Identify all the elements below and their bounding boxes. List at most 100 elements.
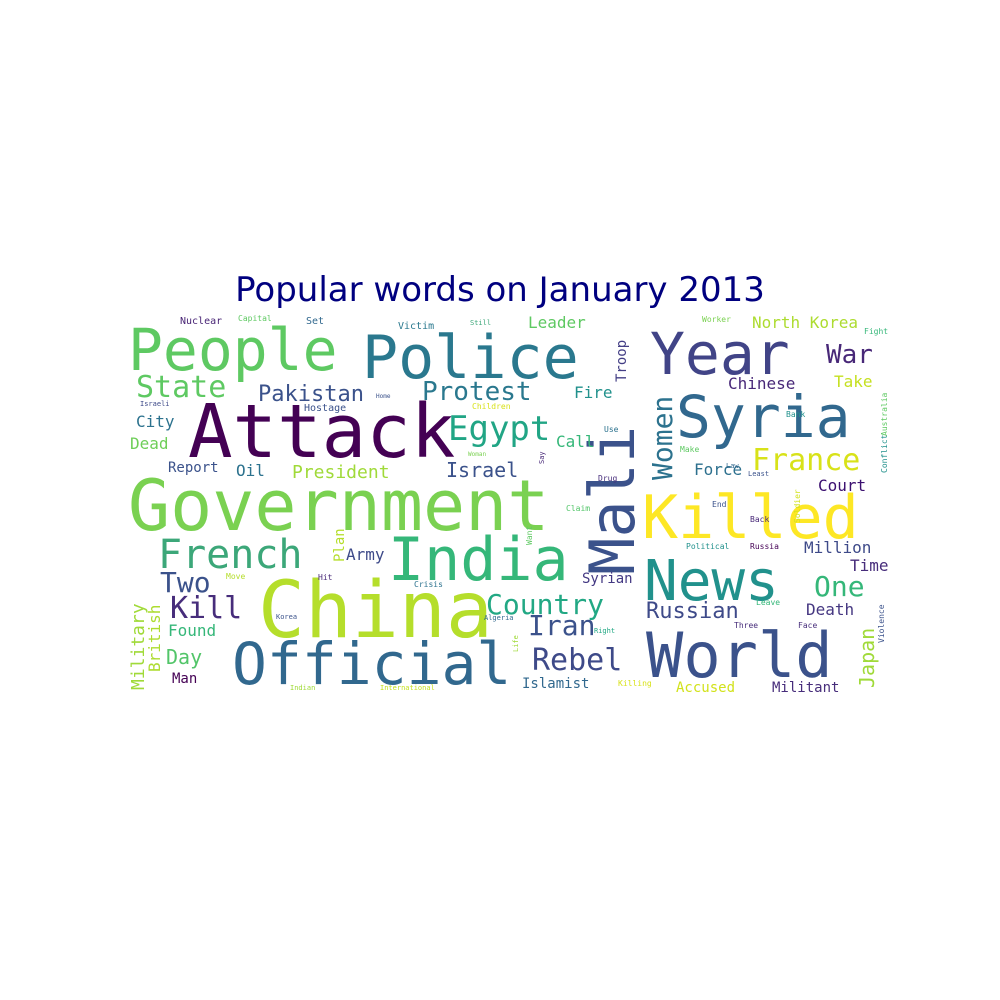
word-million: Million bbox=[804, 538, 871, 557]
word-man: Man bbox=[172, 671, 197, 687]
word-found: Found bbox=[168, 621, 216, 640]
word-attack: Attack bbox=[188, 389, 455, 475]
word-protest: Protest bbox=[422, 377, 532, 407]
word-people: People bbox=[128, 316, 338, 384]
word-indian: Indian bbox=[290, 684, 315, 692]
word-news: News bbox=[644, 549, 779, 614]
word-soldier: Soldier bbox=[793, 489, 802, 523]
word-syrian: Syrian bbox=[582, 571, 633, 587]
word-official: Official bbox=[232, 630, 511, 698]
word-india: India bbox=[388, 525, 569, 595]
word-two: Two bbox=[160, 566, 211, 599]
word-nuclear: Nuclear bbox=[180, 316, 222, 327]
word-french: French bbox=[158, 532, 303, 578]
word-want: Want bbox=[525, 526, 534, 545]
word-law: Law bbox=[726, 462, 739, 470]
word-accused: Accused bbox=[676, 680, 735, 696]
word-russian: Russian bbox=[646, 599, 739, 624]
word-killing: Killing bbox=[618, 679, 652, 688]
word-report: Report bbox=[168, 460, 219, 476]
word-hostage: Hostage bbox=[304, 403, 346, 414]
word-claim: Claim bbox=[566, 504, 590, 513]
word-chinese: Chinese bbox=[728, 374, 795, 393]
word-hit: Hit bbox=[318, 573, 333, 582]
word-court: Court bbox=[818, 476, 866, 495]
word-home: Home bbox=[376, 393, 391, 400]
word-bank: Bank bbox=[786, 410, 805, 419]
word-killed: Killed bbox=[642, 483, 859, 553]
word-woman: Woman bbox=[468, 451, 486, 458]
word-women: Women bbox=[646, 396, 679, 480]
word-crisis: Crisis bbox=[414, 580, 443, 589]
word-islamist: Islamist bbox=[522, 676, 589, 692]
word-rebel: Rebel bbox=[532, 643, 622, 678]
word-three: Three bbox=[734, 621, 758, 630]
word-russia: Russia bbox=[750, 542, 779, 551]
word-use: Use bbox=[604, 425, 619, 434]
word-worker: Worker bbox=[702, 315, 731, 324]
word-fight: Fight bbox=[864, 327, 888, 336]
word-end: End bbox=[712, 500, 727, 509]
word-day: Day bbox=[166, 645, 202, 669]
word-algeria: Algeria bbox=[484, 614, 514, 622]
word-state: State bbox=[136, 370, 226, 405]
word-move: Move bbox=[226, 572, 245, 581]
word-leave: Leave bbox=[756, 598, 780, 607]
word-conflict: Conflict bbox=[880, 434, 889, 473]
word-one: One bbox=[814, 570, 865, 603]
word-militant: Militant bbox=[772, 680, 839, 696]
word-government: Government bbox=[128, 465, 549, 547]
word-death: Death bbox=[806, 600, 854, 619]
word-war: War bbox=[826, 340, 873, 370]
word-pakistan: Pakistan bbox=[258, 382, 364, 407]
word-victim: Victim bbox=[398, 321, 434, 332]
word-israel: Israel bbox=[446, 458, 518, 482]
chart-title: Popular words on January 2013 bbox=[235, 270, 765, 310]
word-mali: Mali bbox=[576, 426, 649, 575]
word-still: Still bbox=[470, 319, 491, 327]
word-kill: Kill bbox=[170, 591, 242, 626]
word-north-korea: North Korea bbox=[752, 313, 858, 332]
word-make: Make bbox=[680, 445, 699, 454]
word-city: City bbox=[136, 412, 175, 431]
word-china: China bbox=[258, 566, 493, 656]
word-capital: Capital bbox=[238, 314, 272, 323]
word-france: France bbox=[752, 443, 860, 478]
word-dead: Dead bbox=[130, 434, 169, 453]
word-right: Right bbox=[594, 627, 615, 635]
word-force: Force bbox=[694, 460, 742, 479]
word-egypt: Egypt bbox=[448, 409, 550, 449]
word-australia: Australia bbox=[880, 392, 889, 436]
word-oil: Oil bbox=[236, 461, 265, 480]
word-say: Say bbox=[538, 451, 546, 464]
word-least: Least bbox=[748, 470, 769, 478]
word-army: Army bbox=[346, 545, 385, 564]
word-korea: Korea bbox=[276, 613, 297, 621]
word-fire: Fire bbox=[574, 383, 613, 402]
word-life: Life bbox=[512, 635, 520, 652]
word-international: International bbox=[380, 684, 435, 692]
word-time: Time bbox=[850, 556, 889, 575]
word-children: Children bbox=[472, 402, 511, 411]
word-call: Call bbox=[556, 432, 595, 451]
word-syria: Syria bbox=[676, 383, 851, 451]
word-back: Back bbox=[750, 515, 769, 524]
word-world: World bbox=[646, 619, 833, 692]
word-drug: Drug bbox=[598, 474, 617, 483]
word-military: Military bbox=[128, 603, 149, 690]
word-iran: Iran bbox=[528, 609, 595, 642]
word-face: Face bbox=[798, 621, 817, 630]
word-plan: Plan bbox=[332, 528, 348, 562]
word-political: Political bbox=[686, 542, 730, 551]
word-take: Take bbox=[834, 372, 873, 391]
word-president: President bbox=[292, 462, 390, 483]
word-country: Country bbox=[486, 588, 604, 621]
word-police: Police bbox=[362, 323, 579, 393]
word-year: Year bbox=[650, 320, 790, 388]
word-japan: Japan bbox=[855, 628, 879, 688]
word-set: Set bbox=[306, 316, 324, 327]
word-leader: Leader bbox=[528, 313, 586, 332]
word-israeli: Israeli bbox=[140, 400, 170, 408]
word-violence: Violence bbox=[877, 604, 886, 643]
